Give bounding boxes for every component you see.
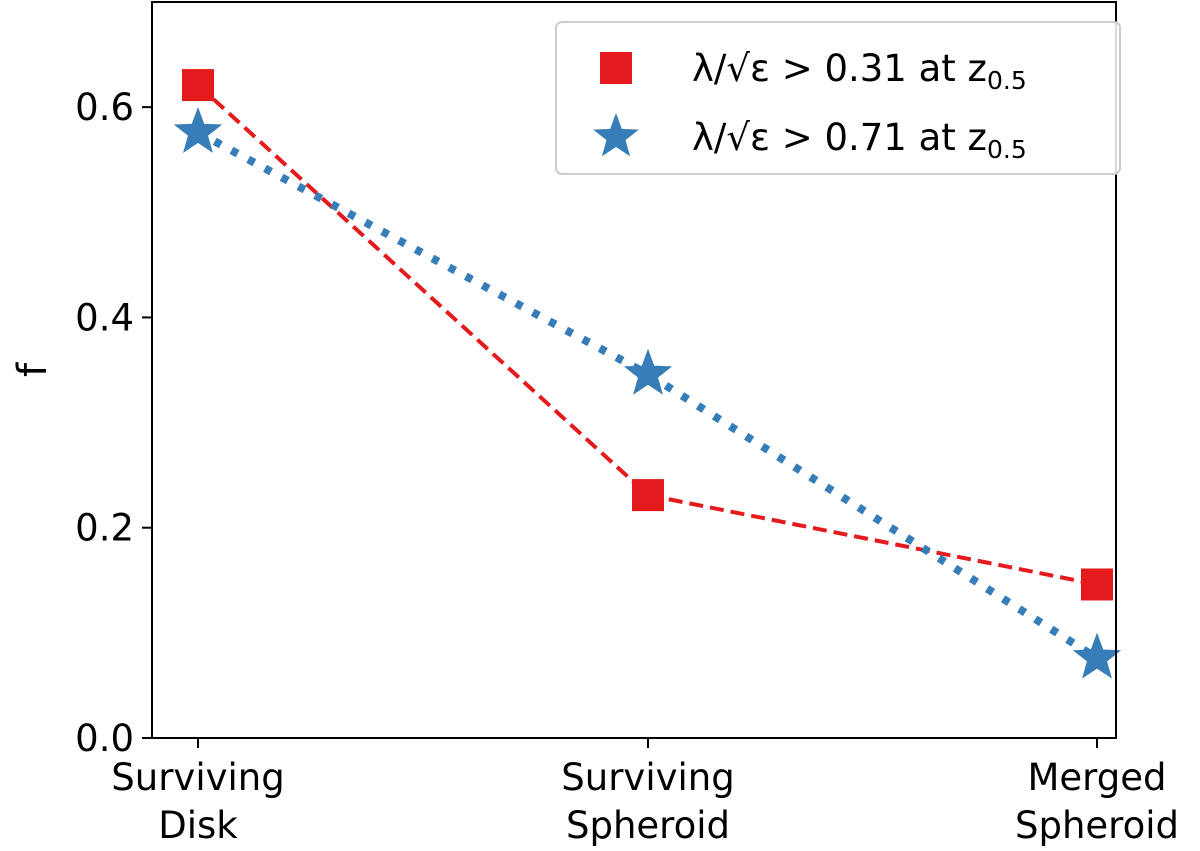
legend-frame bbox=[555, 21, 1121, 175]
y-tick-label: 0.4 bbox=[75, 296, 134, 339]
y-tick-label: 0.2 bbox=[75, 507, 134, 550]
y-tick-label: 0.6 bbox=[75, 86, 134, 129]
x-tick-label-line1: Surviving bbox=[561, 756, 734, 799]
y-axis: 0.0 0.2 0.4 0.6 bbox=[75, 86, 152, 760]
legend-marker-square bbox=[600, 52, 632, 84]
legend: λ/√ε > 0.31 at z0.5 λ/√ε > 0.71 at z0.5 bbox=[555, 21, 1121, 175]
plot-frame bbox=[151, 1, 1117, 739]
y-axis-label: f bbox=[10, 362, 56, 377]
x-tick-label-line2: Disk bbox=[158, 804, 238, 847]
legend-marker-star bbox=[593, 113, 639, 157]
x-tick-label-line1: Merged bbox=[1028, 756, 1167, 799]
data-point-square bbox=[632, 479, 664, 512]
data-point-star bbox=[1072, 632, 1122, 679]
x-tick-label-line1: Surviving bbox=[111, 756, 284, 799]
data-point-square bbox=[182, 69, 214, 102]
data-point-star bbox=[623, 348, 673, 395]
legend-label-1: λ/√ε > 0.71 at z0.5 bbox=[692, 116, 1027, 164]
series-line-0 bbox=[196, 83, 1098, 587]
y-tick-label: 0.0 bbox=[75, 717, 134, 760]
data-point-square bbox=[1081, 568, 1113, 601]
x-tick-label-line2: Spheroid bbox=[566, 804, 730, 847]
x-tick-label-line2: Spheroid bbox=[1015, 804, 1179, 847]
series-layer bbox=[173, 69, 1122, 679]
x-axis: Surviving Disk Surviving Spheroid Merged Sphe… bbox=[111, 738, 1179, 847]
legend-label-0: λ/√ε > 0.31 at z0.5 bbox=[692, 47, 1027, 95]
data-point-star bbox=[173, 106, 223, 153]
